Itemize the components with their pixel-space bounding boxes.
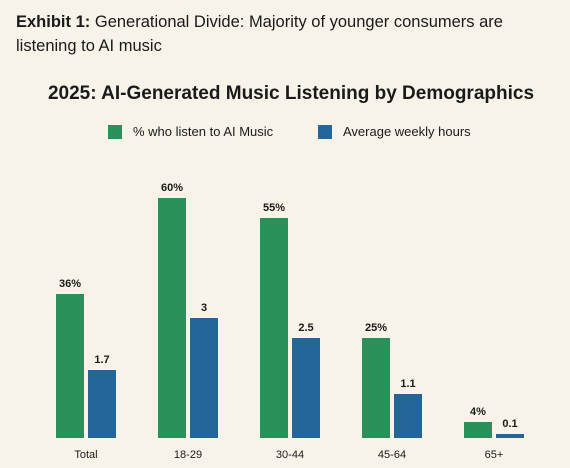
legend-swatch-listen <box>108 124 122 139</box>
bar-hours-65+ <box>496 434 524 438</box>
bar-listen-Total <box>56 294 84 438</box>
x-tick-label: 18-29 <box>174 449 202 461</box>
bar-listen-65+ <box>464 422 492 438</box>
x-tick-label: 45-64 <box>378 449 406 461</box>
bar-hours-45-64 <box>394 394 422 438</box>
legend-label-hours: Average weekly hours <box>343 124 471 139</box>
chart-title: 2025: AI-Generated Music Listening by De… <box>47 83 535 104</box>
data-label-listen-30-44: 55% <box>263 202 285 214</box>
data-label-hours-Total: 1.7 <box>94 354 109 366</box>
data-label-hours-18-29: 3 <box>201 302 207 314</box>
bar-hours-Total <box>88 370 116 438</box>
bar-hours-18-29 <box>190 318 218 438</box>
data-label-hours-30-44: 2.5 <box>298 322 313 334</box>
data-label-listen-Total: 36% <box>59 278 81 290</box>
bar-listen-45-64 <box>362 338 390 438</box>
legend-item-listen: % who listen to AI Music <box>108 124 273 139</box>
data-label-hours-65+: 0.1 <box>502 418 517 430</box>
x-tick-label: Total <box>74 449 97 461</box>
legend-item-hours: Average weekly hours <box>318 124 471 139</box>
bar-hours-30-44 <box>292 338 320 438</box>
data-label-hours-45-64: 1.1 <box>400 378 415 390</box>
data-label-listen-45-64: 25% <box>365 322 387 334</box>
exhibit-label: Exhibit 1: <box>16 13 91 31</box>
exhibit-text: Generational Divide: Majority of younger… <box>16 13 503 55</box>
legend-label-listen: % who listen to AI Music <box>133 124 274 139</box>
x-tick-label: 30-44 <box>276 449 304 461</box>
bar-listen-18-29 <box>158 198 186 438</box>
x-tick-label: 65+ <box>485 449 504 461</box>
legend-swatch-hours <box>318 124 332 139</box>
data-label-listen-65+: 4% <box>470 406 486 418</box>
data-label-listen-18-29: 60% <box>161 182 183 194</box>
exhibit-caption: Exhibit 1: Generational Divide: Majority… <box>16 10 564 58</box>
bar-listen-30-44 <box>260 218 288 438</box>
